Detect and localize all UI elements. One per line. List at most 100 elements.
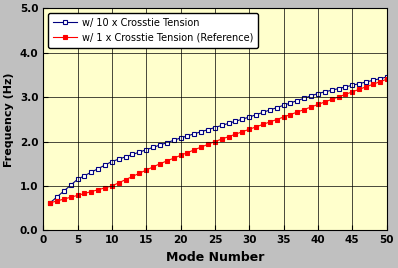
w/ 1 x Crosstie Tension (Reference) [109, 184, 114, 188]
w/ 10 x Crosstie Tension [364, 80, 369, 84]
w/ 1 x Crosstie Tension (Reference) [240, 130, 245, 133]
w/ 1 x Crosstie Tension (Reference) [96, 188, 101, 191]
w/ 1 x Crosstie Tension (Reference) [371, 83, 375, 86]
w/ 1 x Crosstie Tension (Reference) [206, 143, 211, 146]
w/ 10 x Crosstie Tension [178, 136, 183, 140]
w/ 1 x Crosstie Tension (Reference) [48, 201, 53, 204]
Line: w/ 10 x Crosstie Tension: w/ 10 x Crosstie Tension [48, 75, 389, 205]
w/ 10 x Crosstie Tension [61, 189, 66, 193]
w/ 10 x Crosstie Tension [137, 151, 142, 154]
w/ 10 x Crosstie Tension [316, 92, 320, 95]
w/ 10 x Crosstie Tension [322, 90, 327, 94]
w/ 10 x Crosstie Tension [233, 120, 238, 123]
w/ 10 x Crosstie Tension [68, 184, 73, 187]
w/ 1 x Crosstie Tension (Reference) [322, 100, 327, 103]
w/ 1 x Crosstie Tension (Reference) [377, 80, 382, 83]
Y-axis label: Frequency (Hz): Frequency (Hz) [4, 72, 14, 166]
w/ 1 x Crosstie Tension (Reference) [151, 165, 156, 169]
w/ 1 x Crosstie Tension (Reference) [343, 93, 348, 96]
w/ 1 x Crosstie Tension (Reference) [144, 169, 148, 172]
w/ 10 x Crosstie Tension [158, 143, 162, 147]
w/ 1 x Crosstie Tension (Reference) [82, 192, 87, 195]
w/ 10 x Crosstie Tension [123, 155, 128, 158]
w/ 10 x Crosstie Tension [357, 82, 361, 85]
w/ 10 x Crosstie Tension [116, 158, 121, 161]
w/ 10 x Crosstie Tension [164, 141, 169, 144]
w/ 10 x Crosstie Tension [274, 106, 279, 109]
w/ 10 x Crosstie Tension [199, 130, 203, 133]
w/ 1 x Crosstie Tension (Reference) [164, 159, 169, 163]
w/ 10 x Crosstie Tension [295, 99, 300, 102]
Legend: w/ 10 x Crosstie Tension, w/ 1 x Crosstie Tension (Reference): w/ 10 x Crosstie Tension, w/ 1 x Crossti… [48, 13, 258, 48]
w/ 10 x Crosstie Tension [219, 124, 224, 127]
w/ 1 x Crosstie Tension (Reference) [274, 118, 279, 121]
w/ 1 x Crosstie Tension (Reference) [185, 151, 190, 154]
w/ 10 x Crosstie Tension [261, 111, 265, 114]
w/ 1 x Crosstie Tension (Reference) [288, 113, 293, 116]
w/ 1 x Crosstie Tension (Reference) [302, 108, 306, 111]
w/ 10 x Crosstie Tension [350, 84, 355, 87]
w/ 1 x Crosstie Tension (Reference) [261, 123, 265, 126]
w/ 1 x Crosstie Tension (Reference) [357, 88, 361, 91]
w/ 10 x Crosstie Tension [371, 79, 375, 82]
Line: w/ 1 x Crosstie Tension (Reference): w/ 1 x Crosstie Tension (Reference) [48, 77, 389, 205]
w/ 1 x Crosstie Tension (Reference) [103, 186, 107, 189]
w/ 10 x Crosstie Tension [55, 195, 59, 199]
w/ 10 x Crosstie Tension [384, 76, 389, 79]
w/ 10 x Crosstie Tension [109, 160, 114, 163]
w/ 10 x Crosstie Tension [343, 85, 348, 88]
w/ 10 x Crosstie Tension [240, 118, 245, 121]
w/ 10 x Crosstie Tension [226, 122, 231, 125]
w/ 1 x Crosstie Tension (Reference) [75, 194, 80, 197]
w/ 1 x Crosstie Tension (Reference) [364, 85, 369, 88]
w/ 1 x Crosstie Tension (Reference) [226, 135, 231, 138]
w/ 1 x Crosstie Tension (Reference) [267, 120, 272, 124]
w/ 10 x Crosstie Tension [75, 178, 80, 181]
w/ 10 x Crosstie Tension [103, 163, 107, 167]
w/ 1 x Crosstie Tension (Reference) [199, 146, 203, 149]
w/ 1 x Crosstie Tension (Reference) [247, 128, 252, 131]
w/ 1 x Crosstie Tension (Reference) [192, 148, 197, 151]
w/ 10 x Crosstie Tension [48, 201, 53, 204]
w/ 10 x Crosstie Tension [89, 170, 94, 174]
w/ 10 x Crosstie Tension [213, 126, 217, 129]
w/ 10 x Crosstie Tension [288, 101, 293, 105]
w/ 1 x Crosstie Tension (Reference) [55, 199, 59, 203]
w/ 10 x Crosstie Tension [144, 148, 148, 151]
w/ 1 x Crosstie Tension (Reference) [336, 95, 341, 99]
w/ 10 x Crosstie Tension [336, 87, 341, 90]
w/ 10 x Crosstie Tension [267, 108, 272, 111]
w/ 1 x Crosstie Tension (Reference) [68, 196, 73, 199]
w/ 10 x Crosstie Tension [185, 134, 190, 137]
w/ 1 x Crosstie Tension (Reference) [89, 190, 94, 193]
w/ 1 x Crosstie Tension (Reference) [116, 181, 121, 184]
w/ 10 x Crosstie Tension [171, 139, 176, 142]
w/ 10 x Crosstie Tension [130, 153, 135, 156]
w/ 1 x Crosstie Tension (Reference) [350, 90, 355, 94]
w/ 10 x Crosstie Tension [329, 89, 334, 92]
w/ 1 x Crosstie Tension (Reference) [123, 178, 128, 181]
w/ 1 x Crosstie Tension (Reference) [137, 172, 142, 175]
w/ 1 x Crosstie Tension (Reference) [295, 110, 300, 114]
w/ 10 x Crosstie Tension [82, 174, 87, 177]
w/ 10 x Crosstie Tension [96, 167, 101, 170]
w/ 1 x Crosstie Tension (Reference) [130, 175, 135, 178]
X-axis label: Mode Number: Mode Number [166, 251, 264, 264]
w/ 1 x Crosstie Tension (Reference) [219, 137, 224, 141]
w/ 1 x Crosstie Tension (Reference) [316, 103, 320, 106]
w/ 1 x Crosstie Tension (Reference) [233, 133, 238, 136]
w/ 10 x Crosstie Tension [151, 146, 156, 149]
w/ 10 x Crosstie Tension [302, 97, 306, 100]
w/ 1 x Crosstie Tension (Reference) [309, 105, 314, 109]
w/ 10 x Crosstie Tension [192, 132, 197, 135]
w/ 1 x Crosstie Tension (Reference) [329, 98, 334, 101]
w/ 10 x Crosstie Tension [206, 128, 211, 131]
w/ 1 x Crosstie Tension (Reference) [158, 162, 162, 165]
w/ 1 x Crosstie Tension (Reference) [254, 125, 258, 128]
w/ 10 x Crosstie Tension [254, 113, 258, 116]
w/ 1 x Crosstie Tension (Reference) [171, 157, 176, 160]
w/ 10 x Crosstie Tension [281, 104, 286, 107]
w/ 10 x Crosstie Tension [377, 77, 382, 80]
w/ 1 x Crosstie Tension (Reference) [213, 140, 217, 143]
w/ 10 x Crosstie Tension [247, 116, 252, 119]
